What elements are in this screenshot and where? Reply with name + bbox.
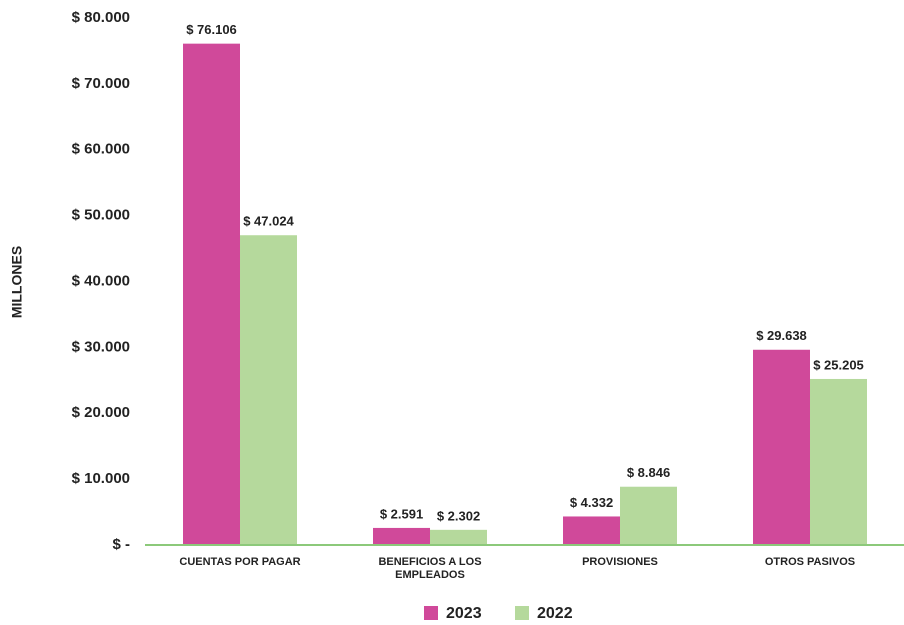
bar [620,486,677,545]
value-label: $ 4.332 [570,495,613,510]
y-tick-label: $ 60.000 [72,141,130,158]
y-tick-label: $ 40.000 [72,272,130,289]
y-tick-label: $ 30.000 [72,338,130,355]
legend-label: 2022 [537,605,573,622]
value-label: $ 2.591 [380,506,423,521]
y-axis-label: MILLONES [9,246,25,318]
value-label: $ 29.638 [756,328,807,343]
x-tick-label: BENEFICIOS A LOS EMPLEADOS [378,556,482,581]
value-label: $ 2.302 [437,508,480,523]
legend-swatch [515,606,529,620]
legend-label: 2023 [446,605,482,622]
y-tick-label: $ 70.000 [72,75,130,92]
bar [240,235,297,545]
bar [810,378,867,545]
y-tick-label: $ 80.000 [72,9,130,26]
bar [183,43,240,545]
bar [373,527,430,545]
y-tick-label: $ - [112,536,130,553]
bar [753,349,810,545]
bar [430,529,487,545]
y-tick-label: $ 20.000 [72,404,130,421]
x-tick-label: OTROS PASIVOS [764,556,856,568]
y-tick-label: $ 50.000 [72,207,130,224]
legend-swatch [424,606,438,620]
value-label: $ 47.024 [243,214,294,229]
value-label: $ 76.106 [186,22,237,37]
x-tick-label: CUENTAS POR PAGAR [179,556,301,568]
y-tick-label: $ 10.000 [72,470,130,487]
value-label: $ 25.205 [813,357,864,372]
value-label: $ 8.846 [627,465,670,480]
x-tick-label: PROVISIONES [582,556,658,568]
bar [563,516,620,545]
